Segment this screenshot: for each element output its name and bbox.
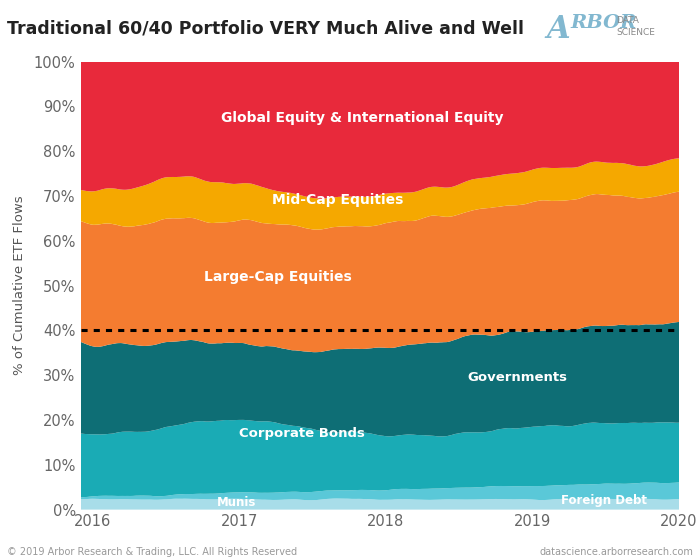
Text: Large-Cap Equities: Large-Cap Equities bbox=[204, 270, 352, 283]
Text: RBOR: RBOR bbox=[570, 14, 637, 32]
Text: Traditional 60/40 Portfolio VERY Much Alive and Well: Traditional 60/40 Portfolio VERY Much Al… bbox=[7, 20, 524, 38]
Text: Corporate Bonds: Corporate Bonds bbox=[239, 427, 365, 440]
Text: © 2019 Arbor Research & Trading, LLC. All Rights Reserved: © 2019 Arbor Research & Trading, LLC. Al… bbox=[7, 547, 297, 557]
Text: Foreign Debt: Foreign Debt bbox=[561, 494, 648, 507]
Y-axis label: % of Cumulative ETF Flows: % of Cumulative ETF Flows bbox=[13, 196, 26, 375]
Text: Governments: Governments bbox=[468, 371, 568, 384]
Text: A: A bbox=[546, 14, 570, 45]
Text: Munis: Munis bbox=[216, 496, 256, 510]
Text: DATA
SCIENCE: DATA SCIENCE bbox=[616, 16, 655, 37]
Text: Global Equity & International Equity: Global Equity & International Equity bbox=[220, 111, 503, 124]
Text: Mid-Cap Equities: Mid-Cap Equities bbox=[272, 194, 403, 208]
Text: datascience.arborresearch.com: datascience.arborresearch.com bbox=[539, 547, 693, 557]
